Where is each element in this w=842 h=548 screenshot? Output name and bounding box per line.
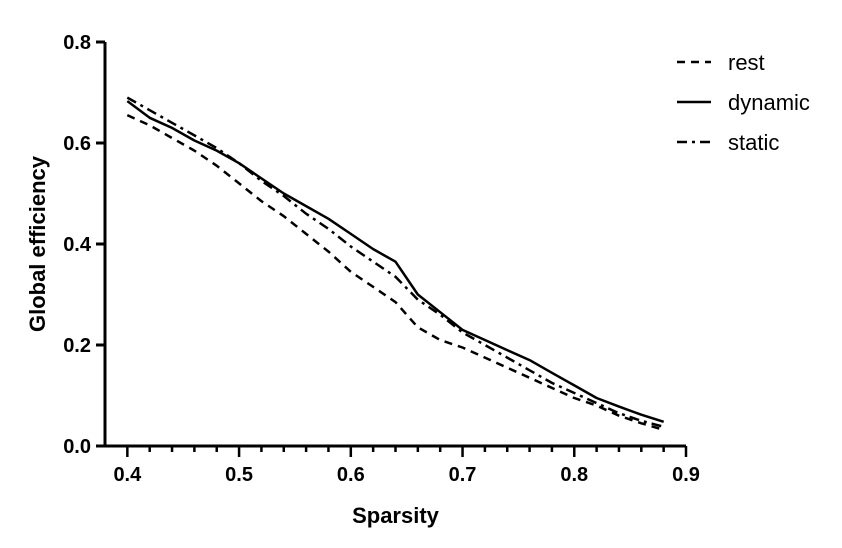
y-tick-label: 0.2 <box>63 335 91 357</box>
y-axis-title: Global efficiency <box>25 155 50 332</box>
y-axis-ticks: 0.0 0.2 0.4 0.6 0.8 <box>63 32 105 458</box>
legend: rest dynamic static <box>677 50 810 155</box>
series-line-rest <box>126 114 665 432</box>
y-tick-label: 0.6 <box>63 133 91 155</box>
x-tick-label: 0.9 <box>672 464 700 486</box>
x-axis-title: Sparsity <box>352 503 440 528</box>
x-tick-label: 0.6 <box>337 464 365 486</box>
axes: 0.0 0.2 0.4 0.6 0.8 0.4 0.5 0.6 0.7 0.8 0.9 <box>63 32 700 486</box>
legend-label-dynamic: dynamic <box>728 90 810 115</box>
series-line-dynamic <box>126 100 665 423</box>
x-tick-label: 0.8 <box>560 464 588 486</box>
legend-label-rest: rest <box>728 50 765 75</box>
x-tick-label: 0.4 <box>113 464 142 486</box>
x-axis-ticks: 0.4 0.5 0.6 0.7 0.8 0.9 <box>113 446 700 486</box>
legend-label-static: static <box>728 130 779 155</box>
y-tick-label: 0.8 <box>63 32 91 54</box>
y-tick-label: 0.0 <box>63 436 91 458</box>
x-tick-label: 0.7 <box>449 464 477 486</box>
y-tick-label: 0.4 <box>63 234 92 256</box>
series-line-static <box>126 96 665 429</box>
x-tick-label: 0.5 <box>225 464 253 486</box>
series-group <box>126 96 665 432</box>
